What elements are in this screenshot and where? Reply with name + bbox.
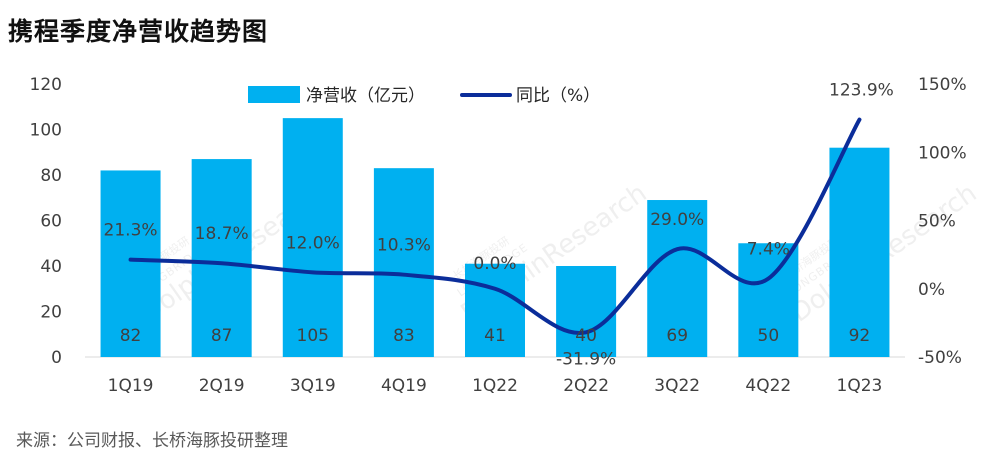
revenue-bar: [556, 266, 617, 357]
revenue-bar: [100, 170, 161, 357]
yoy-line-path: [128, 117, 862, 335]
x-tick-label: 4Q22: [745, 376, 791, 396]
yoy-line: [128, 117, 862, 335]
y-left-tick-label: 120: [30, 75, 62, 95]
y-right-tick-label: -50%: [918, 348, 962, 368]
revenue-bar: [647, 200, 708, 357]
line-value-label: 123.9%: [829, 81, 894, 101]
bar-value-label: 41: [484, 326, 506, 346]
x-tick-label: 2Q19: [199, 376, 245, 396]
revenue-bar: [191, 159, 252, 357]
bar-value-label: 69: [666, 326, 688, 346]
revenue-bar: [465, 263, 525, 357]
x-tick-label: 3Q22: [654, 376, 700, 396]
page-title: 携程季度净营收趋势图: [8, 17, 269, 46]
data-labels: 82 87 105 83 41 40 69 50 92 21.3% 18.7% 12.0% 10.3% 0…: [104, 81, 894, 370]
line-value-label: 12.0%: [286, 233, 340, 253]
bar-value-label: 40: [575, 326, 597, 346]
y-left-tick-label: 60: [40, 212, 62, 232]
revenue-bar: [282, 118, 343, 357]
bar-value-label: 87: [211, 326, 233, 346]
legend: 净营收（亿元） 同比（%）: [248, 86, 600, 106]
revenue-bar: [373, 168, 434, 357]
x-tick-label: 4Q19: [381, 376, 427, 396]
bar-value-label: 92: [849, 326, 871, 346]
x-tick-label: 1Q23: [837, 376, 883, 396]
y-left-tick-label: 100: [30, 121, 62, 141]
x-tick-label: 3Q19: [290, 376, 336, 396]
y-right-tick-label: 0%: [918, 280, 945, 300]
revenue-bar: [829, 147, 890, 357]
y-left-tick-label: 20: [40, 303, 62, 323]
y-left-tick-label: 40: [40, 257, 62, 277]
line-value-label: 21.3%: [104, 221, 158, 241]
legend-bar-swatch: [248, 86, 300, 103]
y-right-tick-label: 100%: [918, 143, 967, 163]
legend-bar-label: 净营收（亿元）: [306, 86, 425, 106]
line-value-label: 7.4%: [747, 240, 790, 260]
bar-value-label: 83: [393, 326, 415, 346]
y-left-tick-label: 0: [51, 348, 62, 368]
line-value-label: 10.3%: [377, 236, 431, 256]
line-value-label: 18.7%: [195, 224, 249, 244]
y-right-tick-label: 50%: [918, 212, 956, 232]
line-value-label: 0.0%: [473, 254, 516, 274]
line-value-label: 29.0%: [650, 210, 704, 230]
source-note: 来源：公司财报、长桥海豚投研整理: [16, 431, 288, 451]
x-tick-label: 1Q19: [108, 376, 154, 396]
x-tick-label: 1Q22: [472, 376, 518, 396]
revenue-bar: [738, 243, 799, 357]
revenue-bars: [100, 118, 890, 357]
line-value-label: -31.9%: [556, 349, 616, 369]
y-right-tick-label: 150%: [918, 75, 967, 95]
legend-line-label: 同比（%）: [516, 86, 600, 106]
y-left-tick-label: 80: [40, 166, 62, 186]
bar-value-label: 82: [120, 326, 142, 346]
bar-value-label: 50: [758, 326, 780, 346]
bar-value-label: 105: [297, 326, 329, 346]
x-tick-label: 2Q22: [563, 376, 609, 396]
